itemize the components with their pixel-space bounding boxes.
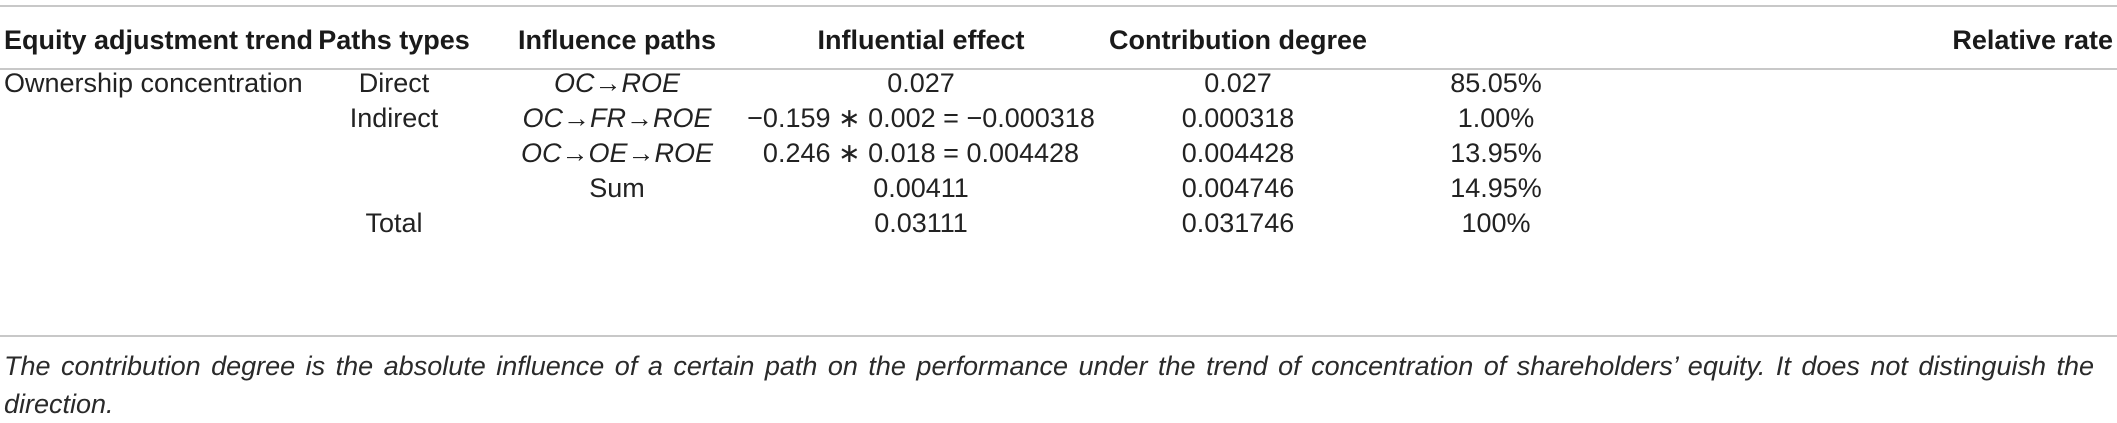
cell-relative-rate: 13.95% bbox=[1450, 138, 1542, 168]
cell-influential-effect: 0.00411 bbox=[873, 173, 969, 203]
cell-influence-path: Sum bbox=[589, 173, 645, 203]
header-paths-types: Paths types bbox=[318, 25, 470, 55]
cell-influence-path: OC→FR→ROE bbox=[522, 103, 712, 133]
header-influential-effect: Influential effect bbox=[817, 25, 1025, 55]
cell-contribution-degree: 0.031746 bbox=[1181, 208, 1295, 238]
cell-influential-effect: 0.246 ∗ 0.018 = 0.004428 bbox=[762, 138, 1080, 168]
cell-contribution-degree: 0.004746 bbox=[1181, 173, 1295, 203]
cell-influential-effect: 0.03111 bbox=[874, 208, 968, 238]
cell-contribution-degree: 0.027 bbox=[1204, 68, 1272, 98]
header-contribution-degree: Contribution degree bbox=[1109, 25, 1367, 55]
header-rule bbox=[0, 68, 2117, 70]
cell-contribution-degree: 0.004428 bbox=[1181, 138, 1295, 168]
bottom-rule bbox=[0, 335, 2117, 337]
cell-relative-rate: 14.95% bbox=[1450, 173, 1542, 203]
cell-influence-path: OC→ROE bbox=[553, 68, 681, 98]
header-equity-adjustment-trend: Equity adjustment trend bbox=[4, 25, 314, 55]
cell-relative-rate: 85.05% bbox=[1450, 68, 1542, 98]
cell-influence-path: OC→OE→ROE bbox=[520, 138, 714, 168]
cell-path-type: Direct bbox=[358, 68, 430, 98]
cell-contribution-degree: 0.000318 bbox=[1181, 103, 1295, 133]
cell-path-type: Indirect bbox=[349, 103, 439, 133]
header-influence-paths: Influence paths bbox=[517, 25, 717, 55]
header-relative-rate: Relative rate bbox=[1952, 25, 2113, 55]
cell-influential-effect: −0.159 ∗ 0.002 = −0.000318 bbox=[747, 103, 1095, 133]
cell-relative-rate: 1.00% bbox=[1457, 103, 1535, 133]
top-rule bbox=[0, 5, 2117, 7]
cell-trend: Ownership concentration bbox=[4, 68, 303, 98]
cell-relative-rate: 100% bbox=[1461, 208, 1531, 238]
table-footnote: The contribution degree is the absolute … bbox=[4, 351, 2094, 419]
cell-path-type: Total bbox=[365, 208, 423, 238]
cell-influential-effect: 0.027 bbox=[887, 68, 955, 98]
